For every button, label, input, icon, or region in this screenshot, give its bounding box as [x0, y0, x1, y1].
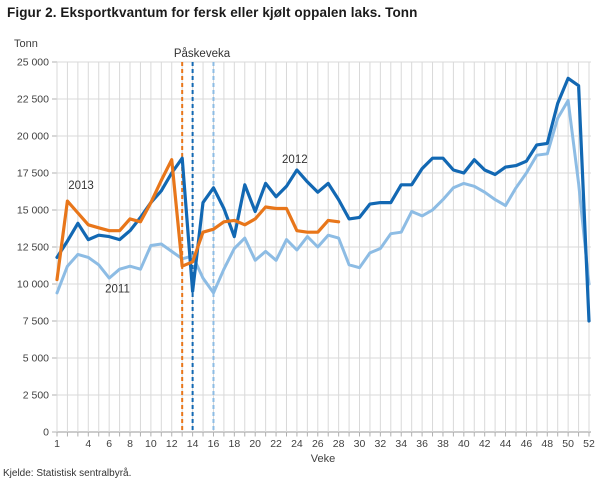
x-tick-label: 52 — [583, 438, 595, 450]
x-tick-label: 18 — [228, 438, 240, 450]
x-axis-title: Veke — [311, 453, 335, 465]
x-tick-label: 1 — [54, 438, 60, 450]
y-tick-label: 12 500 — [17, 242, 49, 254]
x-tick-label: 20 — [249, 438, 261, 450]
x-tick-label: 40 — [458, 438, 470, 450]
series-label-2012: 2012 — [282, 154, 308, 166]
x-tick-label: 26 — [312, 438, 324, 450]
source-note: Kjelde: Statistisk sentralbyrå. — [3, 468, 132, 479]
x-tick-label: 12 — [166, 438, 178, 450]
y-tick-label: 17 500 — [17, 168, 49, 180]
y-tick-label: 2 500 — [23, 390, 49, 402]
x-tick-label: 30 — [354, 438, 366, 450]
x-tick-label: 10 — [145, 438, 157, 450]
x-tick-label: 4 — [85, 438, 91, 450]
x-tick-label: 16 — [208, 438, 220, 450]
x-tick-label: 14 — [187, 438, 199, 450]
y-tick-label: 7 500 — [23, 316, 49, 328]
paaskeveka-label: Påskeveka — [174, 48, 231, 60]
y-tick-label: 15 000 — [17, 205, 49, 217]
x-tick-label: 44 — [500, 438, 512, 450]
series-line-2013 — [55, 158, 341, 282]
x-tick-label: 28 — [333, 438, 345, 450]
y-tick-label: 20 000 — [17, 131, 49, 143]
y-tick-label: 0 — [43, 427, 49, 439]
x-tick-label: 22 — [270, 438, 282, 450]
x-tick-label: 36 — [416, 438, 428, 450]
y-axis-title: Tonn — [14, 38, 38, 50]
y-tick-label: 22 500 — [17, 94, 49, 106]
x-tick-label: 38 — [437, 438, 449, 450]
series-label-2013: 2013 — [68, 180, 94, 192]
x-tick-label: 42 — [479, 438, 491, 450]
y-tick-label: 10 000 — [17, 279, 49, 291]
figure-title: Figur 2. Eksportkvantum for fersk eller … — [7, 5, 418, 20]
x-tick-label: 34 — [395, 438, 407, 450]
x-tick-label: 32 — [375, 438, 387, 450]
y-tick-label: 5 000 — [23, 353, 49, 365]
series-label-2011: 2011 — [105, 283, 130, 295]
x-tick-label: 24 — [291, 438, 303, 450]
y-tick-label: 25 000 — [17, 57, 49, 69]
x-tick-label: 50 — [562, 438, 574, 450]
x-tick-label: 8 — [127, 438, 133, 450]
series-line-2011 — [55, 99, 591, 295]
x-tick-label: 48 — [541, 438, 553, 450]
x-tick-label: 6 — [106, 438, 112, 450]
x-tick-label: 46 — [521, 438, 533, 450]
